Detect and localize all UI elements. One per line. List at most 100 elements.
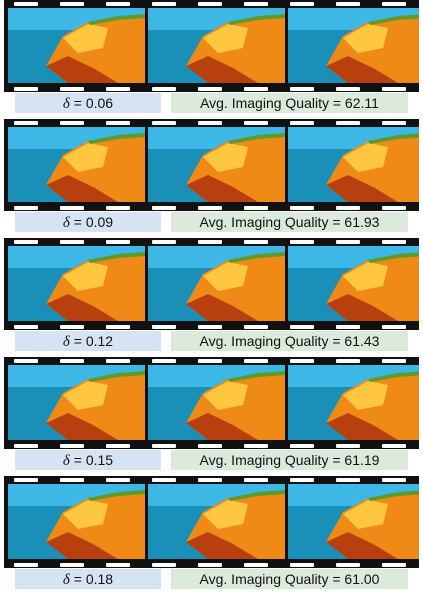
perforation-hole (106, 2, 130, 6)
perforation-hole (198, 325, 222, 329)
perforation-hole (14, 121, 38, 125)
cliff-grass (228, 14, 285, 25)
perforation-hole (382, 478, 406, 482)
perforation-hole (244, 444, 268, 448)
perforation-hole (198, 87, 222, 91)
perforation-hole (336, 359, 360, 363)
perforation-hole (382, 563, 406, 567)
row-labels: δ = 0.06 Avg. Imaging Quality = 62.11 (0, 93, 423, 113)
delta-label: δ = 0.18 (15, 569, 161, 589)
perforation-hole (290, 359, 314, 363)
cliff-highlight (63, 143, 108, 172)
cliff-grass (88, 14, 145, 25)
perforation-hole (152, 444, 176, 448)
perforation-hole (60, 121, 84, 125)
perforation-hole (106, 359, 130, 363)
cliff-grass (228, 252, 285, 263)
video-frame (8, 127, 145, 202)
perforation-hole (290, 121, 314, 125)
cliff-highlight (203, 500, 248, 529)
film-perforations (4, 85, 419, 92)
perforation-hole (336, 121, 360, 125)
perforation-hole (290, 325, 314, 329)
perforation-hole (60, 359, 84, 363)
perforation-hole (152, 240, 176, 244)
perforation-hole (14, 2, 38, 6)
video-frame (288, 127, 419, 202)
perforation-hole (106, 240, 130, 244)
delta-label: δ = 0.06 (15, 93, 161, 113)
perforation-hole (60, 478, 84, 482)
perforation-hole (336, 87, 360, 91)
perforation-hole (244, 563, 268, 567)
perforation-hole (290, 240, 314, 244)
quality-label: Avg. Imaging Quality = 62.11 (171, 93, 408, 113)
video-frame (288, 484, 419, 559)
cliff-highlight (343, 381, 388, 410)
perforation-hole (382, 87, 406, 91)
perforation-hole (14, 206, 38, 210)
cliff-grass (368, 490, 419, 501)
film-perforations (4, 204, 419, 211)
perforation-hole (382, 121, 406, 125)
video-frame (288, 246, 419, 321)
delta-value: = 0.09 (73, 214, 114, 230)
cliff-shadow (186, 175, 258, 202)
cliff-highlight (203, 24, 248, 53)
cliff-highlight (203, 143, 248, 172)
perforation-hole (198, 240, 222, 244)
film-perforations (4, 0, 419, 7)
cliff-shadow (326, 56, 398, 83)
perforation-hole (106, 444, 130, 448)
perforation-hole (382, 325, 406, 329)
cliff-highlight (203, 381, 248, 410)
perforation-hole (244, 325, 268, 329)
cliff-grass (368, 371, 419, 382)
cliff-grass (88, 490, 145, 501)
perforation-hole (152, 325, 176, 329)
cliff-highlight (343, 262, 388, 291)
perforation-hole (60, 325, 84, 329)
cliff-highlight (343, 24, 388, 53)
film-strip (4, 476, 419, 568)
delta-label: δ = 0.09 (15, 212, 161, 232)
perforation-hole (14, 444, 38, 448)
perforation-hole (336, 325, 360, 329)
quality-label: Avg. Imaging Quality = 61.19 (171, 450, 408, 470)
delta-value: = 0.12 (73, 333, 114, 349)
perforation-hole (290, 478, 314, 482)
perforation-hole (336, 478, 360, 482)
perforation-hole (60, 87, 84, 91)
quality-label: Avg. Imaging Quality = 61.00 (171, 569, 408, 589)
film-perforations (4, 238, 419, 245)
video-frame (148, 484, 285, 559)
cliff-grass (228, 371, 285, 382)
perforation-hole (152, 206, 176, 210)
cliff-shadow (186, 56, 258, 83)
cliff-highlight (63, 381, 108, 410)
perforation-hole (152, 359, 176, 363)
perforation-hole (198, 2, 222, 6)
perforation-hole (60, 444, 84, 448)
perforation-hole (198, 444, 222, 448)
perforation-hole (382, 359, 406, 363)
perforation-hole (290, 2, 314, 6)
perforation-hole (244, 478, 268, 482)
perforation-hole (336, 563, 360, 567)
perforation-hole (14, 87, 38, 91)
video-frame (8, 484, 145, 559)
perforation-hole (290, 87, 314, 91)
cliff-shadow (326, 294, 398, 321)
perforation-hole (244, 206, 268, 210)
film-perforations (4, 323, 419, 330)
perforation-hole (14, 359, 38, 363)
perforation-hole (106, 206, 130, 210)
cliff-highlight (63, 262, 108, 291)
delta-value: = 0.06 (73, 95, 114, 111)
cliff-grass (368, 252, 419, 263)
video-frame (8, 246, 145, 321)
cliff-grass (228, 490, 285, 501)
row-labels: δ = 0.09 Avg. Imaging Quality = 61.93 (0, 212, 423, 232)
cliff-shadow (186, 413, 258, 440)
cliff-shadow (326, 532, 398, 559)
